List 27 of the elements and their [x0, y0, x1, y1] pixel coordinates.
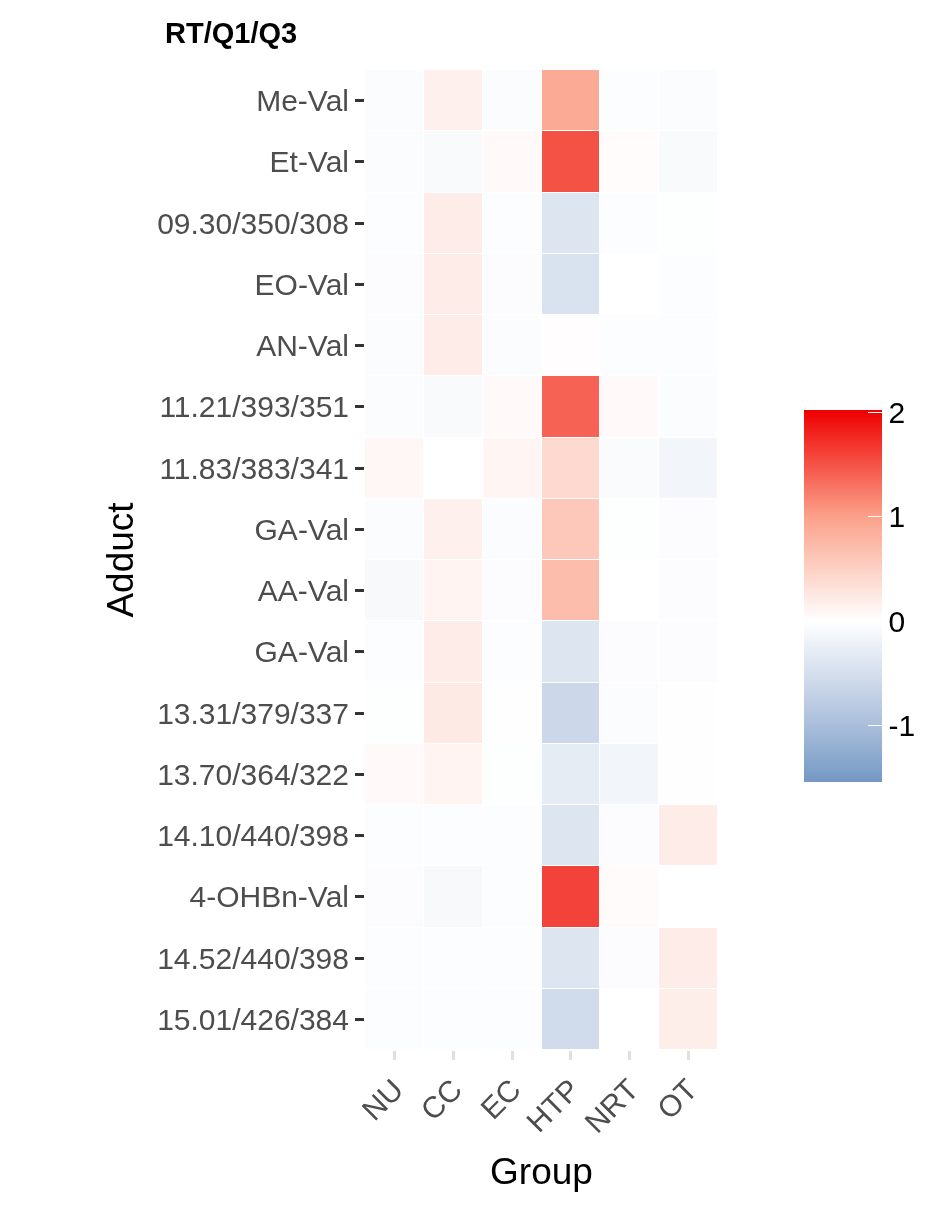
y-tick-label: GA-Val	[254, 512, 349, 546]
y-tick-label: GA-Val	[254, 635, 349, 669]
x-tick-label: EC	[474, 1072, 527, 1126]
y-tick-label: 4-OHBn-Val	[189, 880, 349, 914]
x-tick-label: NU	[355, 1072, 410, 1127]
y-tick-label: 14.52/440/398	[157, 941, 349, 975]
y-tick-label: 15.01/426/384	[157, 1002, 349, 1036]
x-tick-label: OT	[650, 1072, 704, 1126]
y-tick-label: 11.83/383/341	[159, 451, 349, 485]
chart-title: RT/Q1/Q3	[165, 17, 298, 50]
color-bar-label: 2	[888, 395, 906, 429]
y-tick-label: 09.30/350/308	[157, 206, 349, 240]
y-tick-label: 13.31/379/337	[157, 696, 349, 730]
color-bar-label: -1	[888, 709, 916, 743]
y-tick-label: 13.70/364/322	[157, 757, 349, 791]
x-tick-label: CC	[414, 1072, 469, 1127]
y-tick-label: 11.21/393/351	[159, 390, 349, 424]
y-tick-label: Me-Val	[256, 84, 349, 118]
y-tick-label: 14.10/440/398	[157, 819, 349, 853]
y-tick-label: AN-Val	[256, 329, 349, 363]
y-tick-label: AA-Val	[257, 574, 349, 608]
color-bar-label: 0	[888, 604, 906, 638]
color-bar-label: 1	[888, 500, 906, 534]
y-axis-title: Adduct	[99, 501, 141, 618]
y-tick-label: EO-Val	[254, 267, 349, 301]
y-tick-label: Et-Val	[269, 145, 349, 179]
x-axis-title: Group	[490, 1151, 593, 1193]
